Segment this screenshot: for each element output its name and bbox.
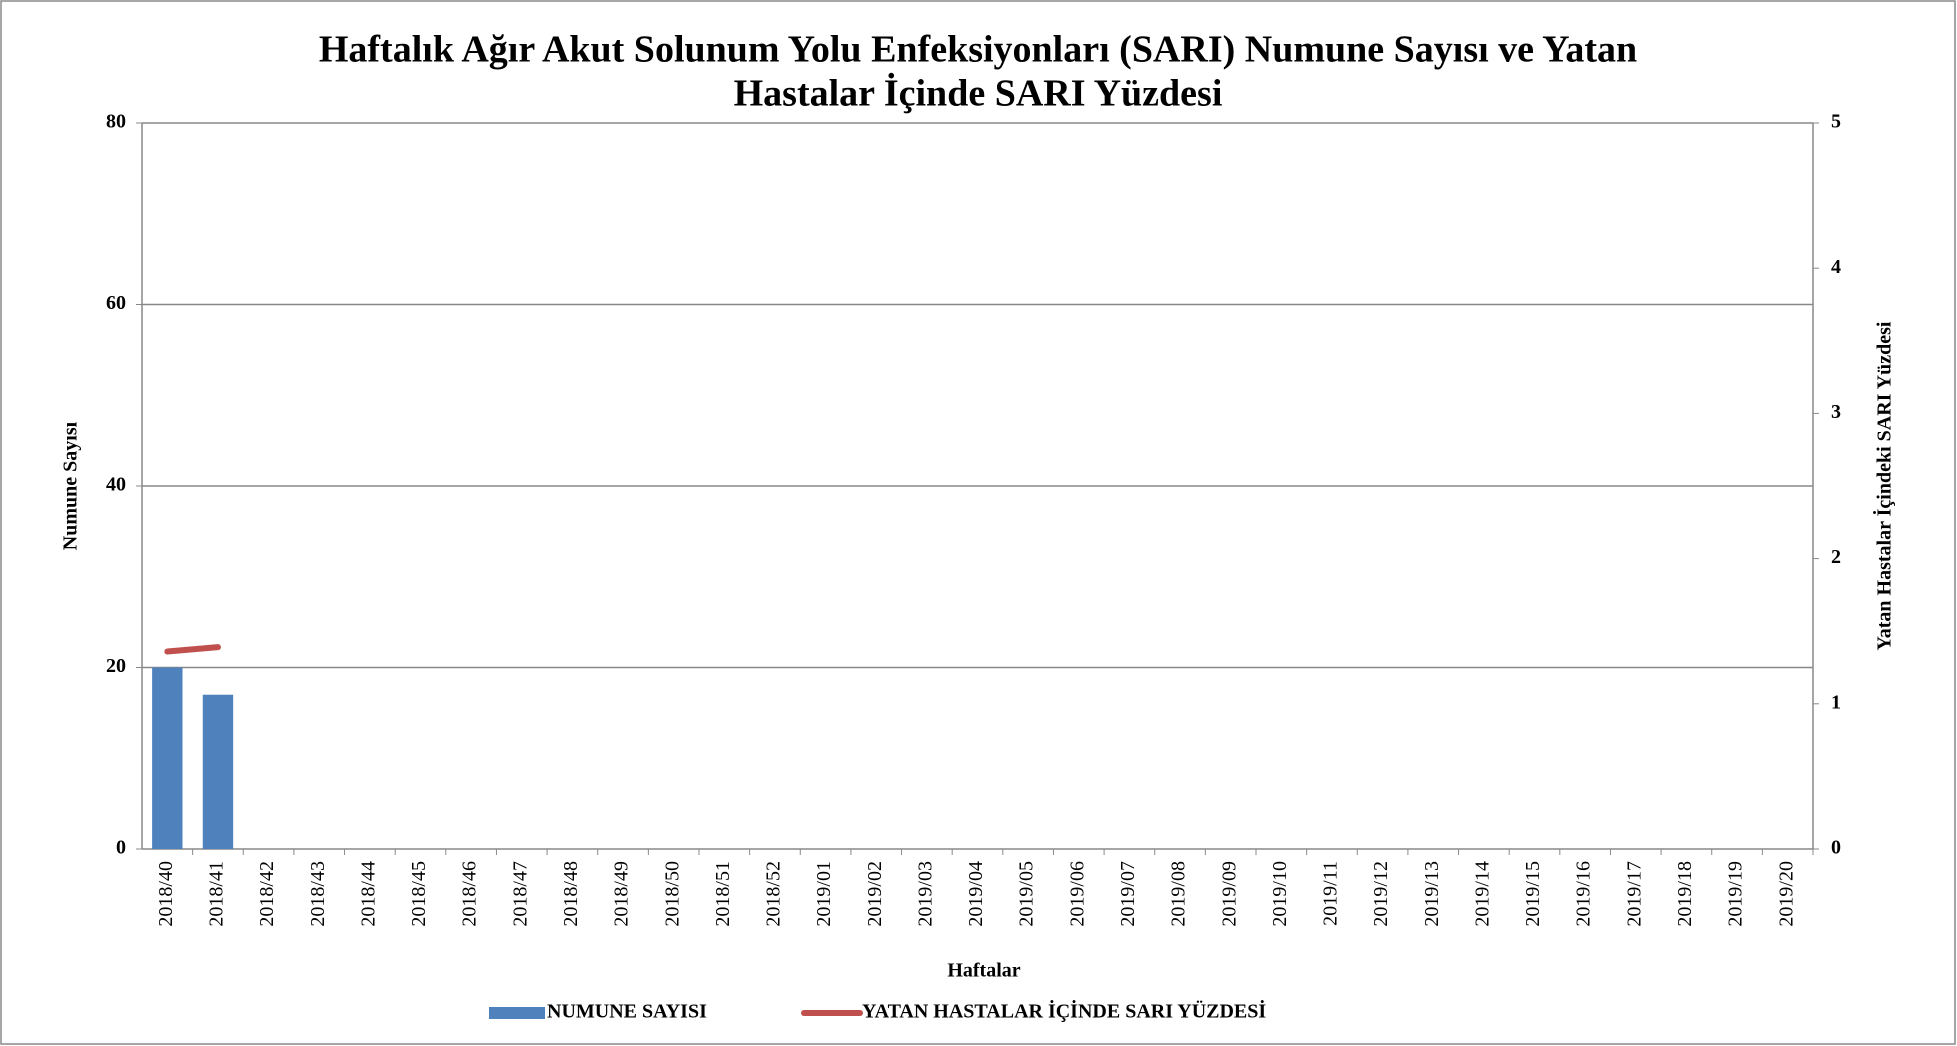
y-tick-label: 0 [116,837,126,859]
x-tick-label: 2018/46 [459,861,481,927]
x-tick-label: 2019/11 [1320,861,1342,926]
x-tick-label: 2018/45 [408,861,430,927]
x-tick-label: 2019/13 [1421,861,1443,927]
x-tick-label: 2018/47 [509,861,531,927]
y-axis-title: Numune Sayısı [60,421,82,550]
legend-swatch [489,1007,545,1019]
y-tick-label: 60 [106,292,126,314]
x-tick-label: 2019/12 [1370,861,1392,927]
y2-axis-title: Yatan Hastalar İçindeki SARI Yüzdesi [1872,321,1896,650]
x-tick-label: 2019/19 [1725,861,1747,927]
x-tick-label: 2019/07 [1117,861,1139,927]
x-tick-label: 2019/06 [1066,861,1088,927]
x-tick-label: 2018/40 [155,861,177,927]
x-tick-label: 2018/49 [611,861,633,927]
legend-label: YATAN HASTALAR İÇİNDE SARI YÜZDESİ [862,999,1266,1023]
x-tick-label: 2019/17 [1623,861,1645,927]
y-tick-label: 40 [106,474,126,496]
y2-tick-label: 2 [1831,546,1841,568]
x-tick-label: 2019/03 [914,861,936,927]
y-tick-label: 20 [106,655,126,677]
legend-label: NUMUNE SAYISI [547,1001,707,1023]
x-axis-title: Haftalar [947,960,1020,982]
y-tick-label: 80 [106,111,126,133]
y2-tick-label: 5 [1831,111,1841,133]
line [164,644,221,655]
x-tick-label: 2019/05 [1016,861,1038,927]
chart-title: Haftalık Ağır Akut Solunum Yolu Enfeksiy… [319,29,1637,71]
y2-tick-label: 3 [1831,401,1841,423]
x-tick-label: 2019/08 [1168,861,1190,927]
x-tick-label: 2018/50 [661,861,683,927]
x-tick-label: 2019/02 [864,861,886,927]
x-tick-label: 2018/43 [307,861,329,927]
x-tick-label: 2019/09 [1218,861,1240,927]
x-tick-label: 2019/18 [1674,861,1696,927]
x-tick-label: 2018/52 [763,861,785,927]
x-tick-label: 2018/41 [206,861,228,927]
bar [202,694,234,849]
x-tick-label: 2019/01 [813,861,835,927]
x-tick-label: 2019/04 [965,861,987,927]
x-tick-label: 2018/51 [712,861,734,927]
x-tick-label: 2019/16 [1573,861,1595,927]
y2-tick-label: 4 [1831,256,1841,278]
x-tick-label: 2018/48 [560,861,582,927]
x-tick-label: 2018/44 [357,861,379,927]
x-tick-label: 2018/42 [256,861,278,927]
y2-tick-label: 0 [1831,837,1841,859]
chart-subtitle: Hastalar İçinde SARI Yüzdesi [734,73,1223,115]
x-tick-label: 2019/20 [1775,861,1797,927]
x-tick-label: 2019/15 [1522,861,1544,927]
bar [152,667,183,849]
x-tick-label: 2019/14 [1471,861,1493,927]
y2-tick-label: 1 [1831,691,1841,713]
x-tick-label: 2019/10 [1269,861,1291,927]
